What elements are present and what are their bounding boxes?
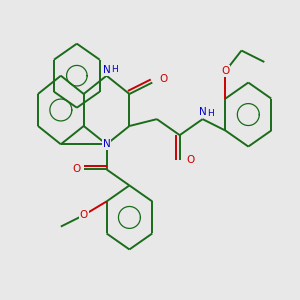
Text: O: O <box>72 164 80 174</box>
Text: N: N <box>199 107 206 117</box>
Text: O: O <box>80 210 88 220</box>
Text: O: O <box>159 74 167 84</box>
Text: O: O <box>187 155 195 165</box>
Text: H: H <box>207 109 214 118</box>
Text: N: N <box>103 139 110 149</box>
Text: N: N <box>103 65 110 75</box>
Text: H: H <box>111 65 118 74</box>
Text: O: O <box>221 66 230 76</box>
